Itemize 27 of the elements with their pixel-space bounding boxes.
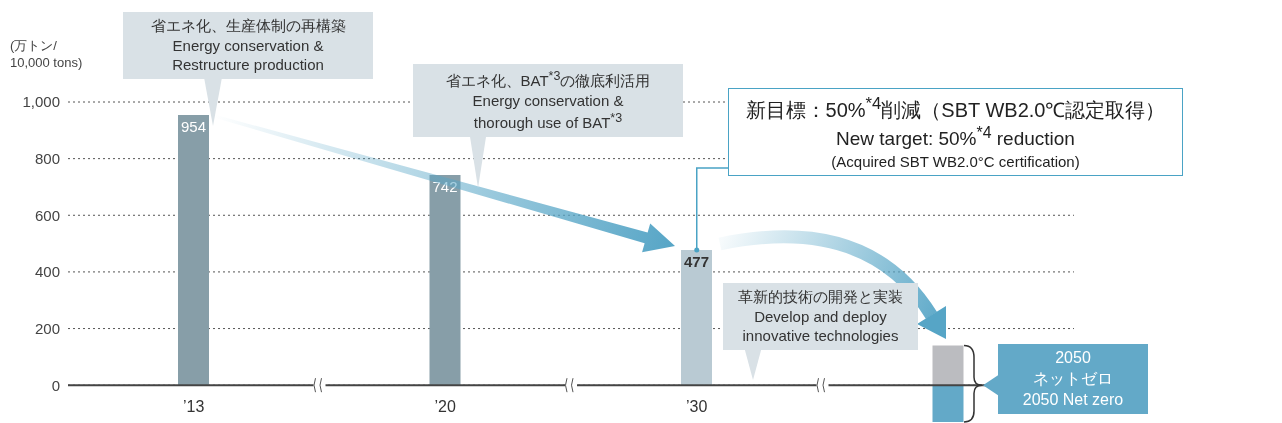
y-tick-label: 0 [51,376,60,394]
y-tick-label: 200 [34,319,60,337]
x-tick-label: ’13 [183,398,205,416]
bar [429,175,461,386]
callout-box: 革新的技術の開発と実装 Develop and deploy innovative technologies [723,283,918,350]
callout-box: 2050 ネットゼロ 2050 Net zero [998,344,1148,415]
x-tick-label: ’30 [686,398,708,416]
data-label: 954 [180,118,207,136]
y-tick-label: 800 [34,149,60,167]
bar [178,115,209,386]
callout-box: 新目標：50%$^{*4}$削減（SBT WB2.0℃認定取得） New target: 50%$^{*4}$ reduction (Acquired SBT WB2.0°C certification) [728,88,1183,177]
y-axis-title: (万トン/ 10,000 tons) [10,38,83,72]
y-tick-label: 600 [34,206,60,224]
data-label: 477 [683,253,710,271]
bar [932,345,964,386]
annotation: 新目標：50%$^{*4}$削減（SBT WB2.0℃認定取得） New target: 50%$^{*4}$ reduction (Acquired SBT WB2.0°C certification) [744,93,1167,172]
annotation: 省エネ化、BAT$^{*3}$の徹底利活用 Energy conservation & thorough use of BAT$^{*3}$ [444,68,652,133]
x-tick-label: ’20 [434,398,457,416]
annotation: 革新的技術の開発と実装 Develop and deploy innovative technologies [737,287,904,346]
data-label: 742 [432,178,458,196]
bar [932,385,964,422]
annotation: 2050 ネットゼロ 2050 Net zero [1021,348,1125,410]
y-tick-label: 400 [34,263,60,281]
y-tick-label: 1,000 [22,93,60,111]
callout-box: 省エネ化、BAT$^{*3}$の徹底利活用 Energy conservation & thorough use of BAT$^{*3}$ [413,64,683,137]
callout-box: 省エネ化、生産体制の再構築 Energy conservation & Restructure production [123,12,373,79]
bar [681,250,712,386]
